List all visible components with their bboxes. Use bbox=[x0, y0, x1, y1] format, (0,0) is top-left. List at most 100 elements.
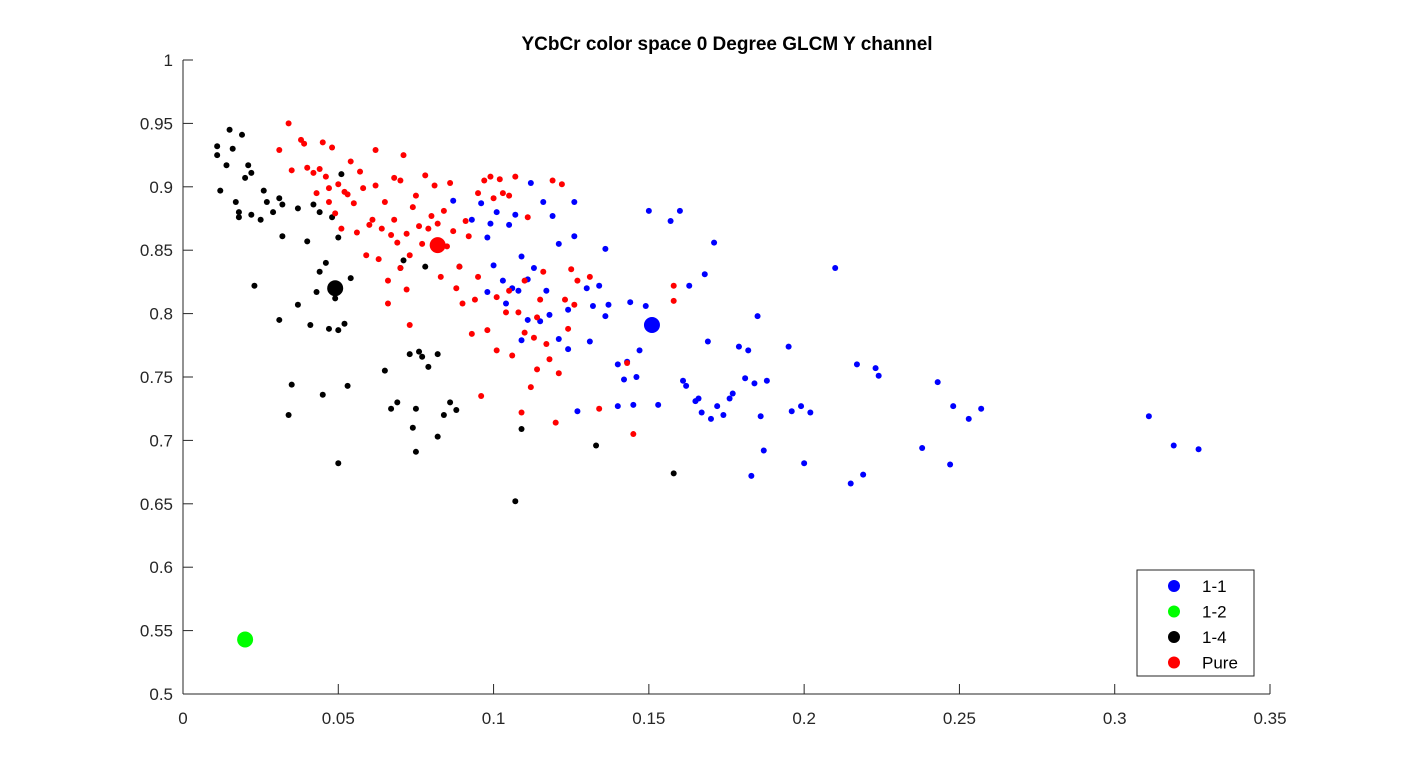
data-point bbox=[276, 147, 283, 154]
x-tick-label: 0.15 bbox=[632, 709, 665, 728]
data-point bbox=[552, 419, 559, 426]
x-tick-label: 0.2 bbox=[792, 709, 816, 728]
data-point bbox=[555, 335, 562, 342]
data-point bbox=[450, 228, 457, 235]
data-point bbox=[316, 268, 323, 275]
data-point bbox=[602, 245, 609, 252]
data-point bbox=[425, 363, 432, 370]
legend-marker bbox=[1168, 580, 1180, 592]
data-point bbox=[757, 413, 764, 420]
data-point bbox=[419, 240, 426, 247]
data-point bbox=[1145, 413, 1152, 420]
data-point bbox=[468, 216, 475, 223]
data-point bbox=[285, 412, 292, 419]
y-tick-label: 0.95 bbox=[140, 114, 173, 133]
data-point bbox=[353, 229, 360, 236]
data-point bbox=[493, 209, 500, 216]
legend-label: Pure bbox=[1202, 654, 1238, 673]
data-point bbox=[645, 207, 652, 214]
data-point bbox=[549, 212, 556, 219]
data-point bbox=[853, 361, 860, 368]
data-point bbox=[704, 338, 711, 345]
data-point bbox=[313, 190, 320, 197]
data-point bbox=[456, 263, 463, 270]
data-point bbox=[614, 361, 621, 368]
data-point bbox=[499, 277, 506, 284]
data-point bbox=[288, 167, 295, 174]
data-point bbox=[540, 199, 547, 206]
data-point bbox=[636, 347, 643, 354]
data-point bbox=[530, 334, 537, 341]
data-point bbox=[214, 152, 221, 159]
data-point bbox=[375, 256, 382, 263]
data-point bbox=[307, 322, 314, 329]
data-point bbox=[562, 296, 569, 303]
legend-label: 1-1 bbox=[1202, 577, 1227, 596]
data-point bbox=[1170, 442, 1177, 449]
data-point bbox=[714, 403, 721, 410]
data-point bbox=[614, 403, 621, 410]
data-point bbox=[527, 179, 534, 186]
data-point bbox=[248, 169, 255, 176]
data-point bbox=[279, 201, 286, 208]
data-point bbox=[571, 233, 578, 240]
data-point bbox=[754, 313, 761, 320]
data-point bbox=[431, 182, 438, 189]
data-point bbox=[217, 187, 224, 194]
data-point bbox=[670, 282, 677, 289]
data-point bbox=[341, 320, 348, 327]
data-point bbox=[319, 391, 326, 398]
data-point bbox=[524, 316, 531, 323]
data-point bbox=[711, 239, 718, 246]
data-point bbox=[707, 415, 714, 422]
data-point bbox=[242, 174, 249, 181]
data-point bbox=[484, 234, 491, 241]
x-tick-label: 0.35 bbox=[1253, 709, 1286, 728]
y-tick-label: 0.55 bbox=[140, 622, 173, 641]
x-tick-label: 0.25 bbox=[943, 709, 976, 728]
data-point bbox=[565, 325, 572, 332]
data-point bbox=[512, 211, 519, 218]
centroid-marker bbox=[429, 237, 446, 254]
data-point bbox=[670, 297, 677, 304]
data-point bbox=[397, 177, 404, 184]
data-point bbox=[801, 460, 808, 467]
data-point bbox=[229, 145, 236, 152]
data-point bbox=[372, 182, 379, 189]
data-point bbox=[667, 218, 674, 225]
data-point bbox=[686, 282, 693, 289]
data-point bbox=[807, 409, 814, 416]
data-point bbox=[288, 381, 295, 388]
data-point bbox=[285, 120, 292, 127]
data-point bbox=[512, 498, 519, 505]
data-point bbox=[515, 287, 522, 294]
data-point bbox=[419, 353, 426, 360]
data-point bbox=[490, 195, 497, 202]
data-point bbox=[276, 195, 283, 202]
data-point bbox=[412, 448, 419, 455]
data-point bbox=[543, 287, 550, 294]
data-point bbox=[322, 259, 329, 266]
y-tick-label: 0.9 bbox=[149, 178, 173, 197]
legend-label: 1-4 bbox=[1202, 628, 1227, 647]
data-point bbox=[406, 252, 413, 259]
data-point bbox=[745, 347, 752, 354]
data-point bbox=[335, 234, 342, 241]
data-point bbox=[347, 275, 354, 282]
data-point bbox=[978, 405, 985, 412]
data-point bbox=[310, 201, 317, 208]
data-point bbox=[416, 348, 423, 355]
data-point bbox=[487, 173, 494, 180]
data-point bbox=[586, 273, 593, 280]
data-point bbox=[301, 140, 308, 147]
data-point bbox=[605, 301, 612, 308]
x-tick-label: 0.1 bbox=[482, 709, 506, 728]
data-point bbox=[630, 431, 637, 438]
data-point bbox=[381, 199, 388, 206]
data-point bbox=[555, 240, 562, 247]
y-tick-label: 0.8 bbox=[149, 305, 173, 324]
data-point bbox=[763, 377, 770, 384]
data-point bbox=[304, 164, 311, 171]
data-point bbox=[335, 460, 342, 467]
data-point bbox=[369, 216, 376, 223]
